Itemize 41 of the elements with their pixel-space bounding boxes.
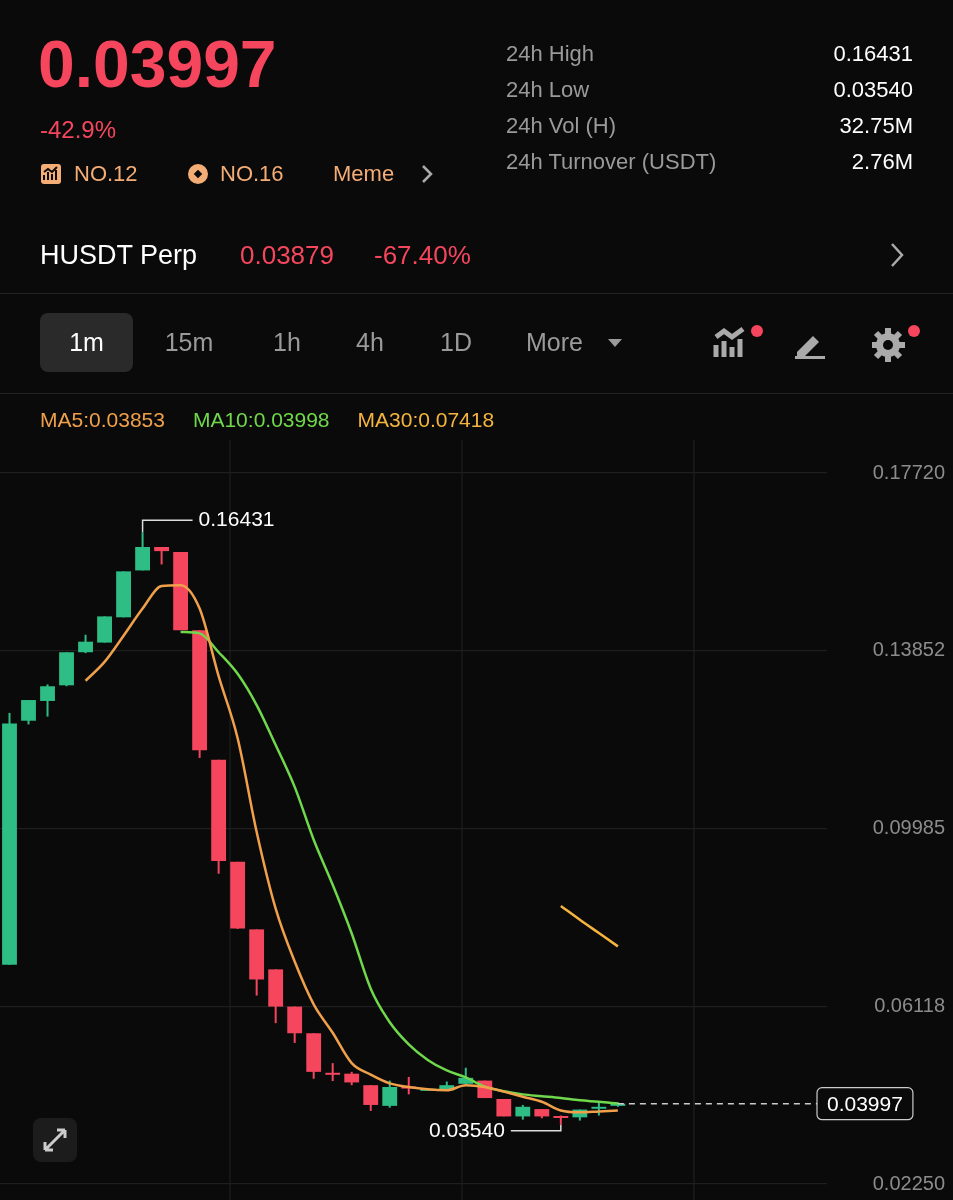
text: NO.16 [220, 161, 284, 187]
text: 24h High [506, 41, 595, 67]
text: 15m [163, 327, 215, 358]
text: 0.03540 [833, 77, 913, 103]
text: More [526, 327, 583, 358]
candlestick [21, 699, 36, 726]
y-tick-label: 0.17720 [872, 460, 945, 483]
candlestick [135, 531, 150, 572]
annotation: 0.03540 [428, 1117, 505, 1141]
candlestick [363, 1084, 379, 1112]
text: Meme [333, 161, 395, 187]
line-series [179, 630, 620, 1105]
text: 1m [40, 313, 133, 372]
text: MA30:0.07418 [357, 408, 495, 431]
chart-subtitle: -42.9% [40, 116, 117, 144]
text: 24h Low [506, 77, 590, 103]
text: 1h [272, 327, 302, 358]
candlestick [78, 633, 93, 655]
text: MA5:0.03853 [40, 408, 165, 431]
text: 24h Turnover (USDT) [506, 149, 717, 175]
candlestick [40, 683, 55, 718]
y-tick-label: 0.02250 [872, 1171, 945, 1194]
chart-title: 0.03997 [38, 26, 277, 102]
y-tick-label: 0.13852 [872, 638, 945, 661]
y-tick-label: 0.09985 [872, 816, 945, 839]
ref-line-label: 0.03997 [827, 1091, 903, 1115]
text: 0.16431 [833, 41, 913, 67]
text: HUSDT Perp [40, 240, 198, 271]
text: 4h [355, 327, 385, 358]
text: MA10:0.03998 [192, 408, 330, 431]
text: 32.75M [839, 113, 913, 139]
text: 2.76M [851, 149, 913, 175]
candlestick [382, 1079, 398, 1109]
text: 0.03879 [240, 240, 334, 271]
text: NO.12 [74, 161, 138, 187]
line-series [559, 904, 620, 948]
text: 1D [439, 327, 473, 358]
text: -67.40% [374, 240, 471, 271]
y-tick-label: 0.06118 [874, 993, 945, 1016]
text: 24h Vol (H) [506, 113, 617, 139]
annotation: 0.16431 [198, 507, 275, 531]
